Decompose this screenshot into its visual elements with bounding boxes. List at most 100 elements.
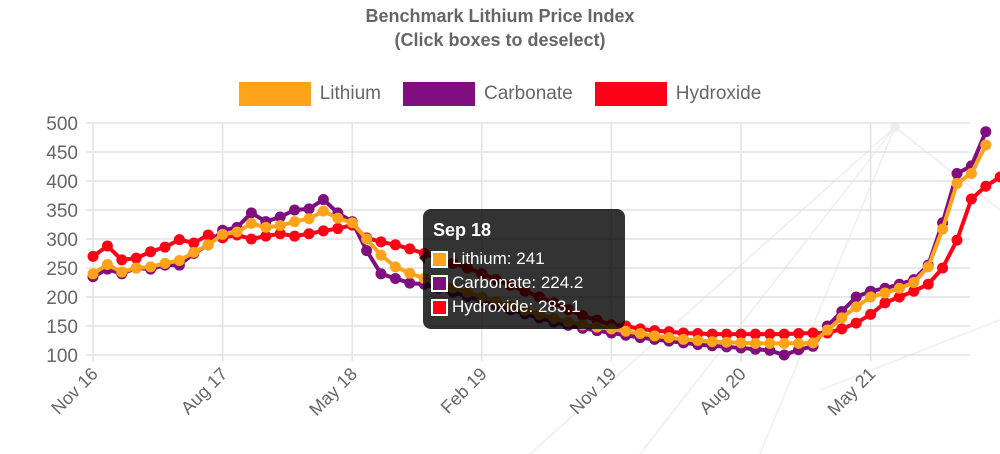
data-point-lithium [965, 167, 977, 179]
data-point-carbonate [303, 203, 315, 215]
data-point-lithium [721, 336, 733, 348]
tooltip-swatch [431, 298, 448, 316]
y-tick-label: 350 [46, 201, 78, 222]
data-point-carbonate [375, 268, 387, 280]
data-point-lithium [749, 337, 761, 349]
data-point-lithium [361, 233, 373, 245]
data-point-hydroxide [289, 230, 301, 242]
tooltip-text: Carbonate: 224.2 [452, 273, 584, 292]
data-point-carbonate [361, 245, 373, 257]
data-point-carbonate [317, 194, 329, 206]
data-point-lithium [879, 287, 891, 299]
tooltip-text: Lithium: 241 [452, 249, 545, 268]
data-point-hydroxide [908, 285, 920, 297]
data-point-lithium [245, 217, 257, 229]
y-tick-label: 500 [46, 114, 78, 135]
data-point-hydroxide [836, 323, 848, 335]
data-point-hydroxide [404, 243, 416, 255]
chart-title: Benchmark Lithium Price Index [365, 6, 635, 26]
legend-swatch-carbonate [402, 82, 475, 106]
data-point-lithium [677, 333, 689, 345]
data-point-lithium [375, 249, 387, 261]
data-point-hydroxide [893, 291, 905, 303]
data-point-hydroxide [994, 171, 1000, 183]
data-point-lithium [130, 262, 142, 274]
data-point-lithium [202, 239, 214, 251]
data-point-lithium [951, 177, 963, 189]
data-point-hydroxide [389, 239, 401, 251]
data-point-lithium [850, 301, 862, 313]
x-tick-label: Aug 17 [177, 364, 231, 418]
data-point-hydroxide [332, 223, 344, 235]
x-tick-label: Nov 19 [566, 364, 620, 418]
data-point-carbonate [404, 277, 416, 289]
tooltip-row-hydroxide: Hydroxide: 283.1 [431, 297, 581, 317]
data-point-hydroxide [865, 308, 877, 320]
data-point-lithium [217, 228, 229, 240]
tooltip-row-lithium: Lithium: 241 [431, 249, 545, 269]
y-tick-label: 450 [46, 143, 78, 164]
data-point-lithium [706, 336, 718, 348]
data-point-hydroxide [87, 250, 99, 262]
data-point-lithium [778, 337, 790, 349]
background-line [639, 126, 896, 454]
data-point-carbonate [951, 167, 963, 179]
data-point-hydroxide [173, 234, 185, 246]
data-point-carbonate [778, 349, 790, 361]
data-point-hydroxide [850, 317, 862, 329]
legend-label: Carbonate [483, 83, 573, 104]
data-point-lithium [793, 337, 805, 349]
data-point-hydroxide [375, 236, 387, 248]
legend-label: Lithium [319, 83, 381, 104]
data-point-hydroxide [721, 328, 733, 340]
data-point-carbonate [274, 211, 286, 223]
data-point-hydroxide [735, 328, 747, 340]
data-point-lithium [980, 139, 992, 151]
background-node [890, 122, 900, 132]
legend-label: Hydroxide [675, 83, 762, 104]
data-point-hydroxide [260, 230, 272, 242]
legend-item-lithium[interactable]: Lithium [238, 82, 381, 106]
data-point-lithium [764, 337, 776, 349]
x-tick-label: Feb 19 [437, 364, 491, 418]
data-point-lithium [274, 220, 286, 232]
data-point-lithium [317, 205, 329, 217]
data-point-hydroxide [749, 328, 761, 340]
tooltip-swatch [431, 250, 448, 268]
data-point-lithium [346, 217, 358, 229]
data-point-lithium [821, 324, 833, 336]
data-point-lithium [87, 268, 99, 280]
data-point-hydroxide [303, 228, 315, 240]
data-point-hydroxide [101, 240, 113, 252]
data-point-lithium [865, 291, 877, 303]
data-point-hydroxide [188, 237, 200, 249]
data-point-lithium [188, 246, 200, 258]
data-point-carbonate [289, 204, 301, 216]
tooltip-row-carbonate: Carbonate: 224.2 [431, 273, 583, 293]
legend-swatch-hydroxide [594, 82, 667, 106]
x-tick-label: Nov 16 [47, 364, 101, 418]
data-point-hydroxide [879, 297, 891, 309]
y-tick-label: 150 [46, 317, 78, 338]
y-tick-label: 200 [46, 288, 78, 309]
y-tick-label: 250 [46, 259, 78, 280]
data-point-lithium [389, 261, 401, 273]
data-point-hydroxide [116, 254, 128, 266]
tooltip: Sep 18 Lithium: 241 Carbonate: 224.2 Hyd… [419, 209, 625, 329]
data-point-carbonate [850, 291, 862, 303]
background-line [894, 126, 1000, 211]
data-point-hydroxide [965, 193, 977, 205]
data-point-lithium [101, 259, 113, 271]
tooltip-title: Sep 18 [433, 220, 492, 240]
legend-item-hydroxide[interactable]: Hydroxide [594, 82, 762, 106]
data-point-lithium [173, 254, 185, 266]
data-point-carbonate [389, 272, 401, 284]
legend-swatch-lithium [238, 82, 311, 106]
y-tick-label: 100 [46, 346, 78, 367]
data-point-lithium [634, 328, 646, 340]
legend-item-carbonate[interactable]: Carbonate [402, 82, 573, 106]
data-point-lithium [807, 337, 819, 349]
data-point-lithium [937, 223, 949, 235]
data-point-lithium [260, 221, 272, 233]
